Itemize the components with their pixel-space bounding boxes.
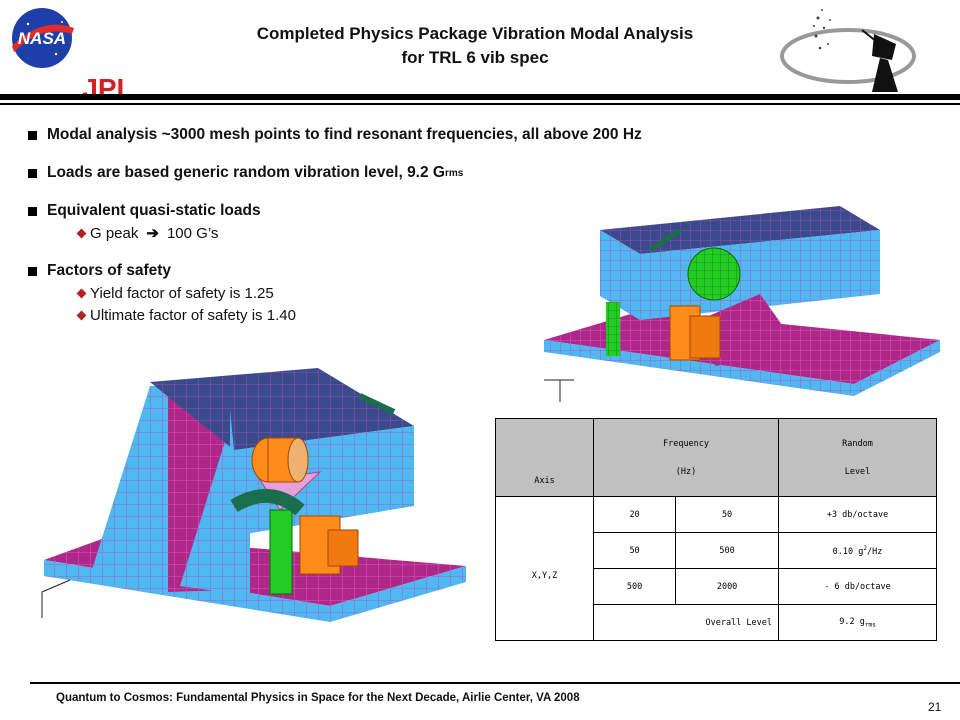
freq-from-cell: 50 [592, 532, 677, 569]
nasa-logo-text: NASA [18, 29, 66, 48]
bullet-item: Modal analysis ~3000 mesh points to find… [28, 124, 788, 146]
nasa-logo: NASA [6, 6, 78, 70]
space-graphic-logo [776, 0, 920, 96]
page-number: 21 [928, 700, 942, 714]
bullet-item: Equivalent quasi-static loads [28, 200, 788, 222]
freq-to-cell: 500 [675, 532, 779, 569]
right-arrow-icon: ➔ [146, 225, 159, 242]
header-rule-thin [0, 103, 960, 105]
diamond-bullet-icon [76, 310, 87, 320]
vibration-spec-table: Axis Frequency (Hz) Random Level X,Y,Z 2… [495, 418, 937, 641]
level-cell: - 6 db/octave [778, 568, 937, 605]
axis-cell: X,Y,Z [495, 496, 594, 641]
diamond-bullet-icon [76, 228, 87, 238]
title-line-1: Completed Physics Package Vibration Moda… [256, 24, 694, 43]
overall-value-cell: 9.2 grms [778, 604, 937, 641]
footer-text: Quantum to Cosmos: Fundamental Physics i… [56, 692, 580, 704]
title-line-2: for TRL 6 vib spec [401, 48, 549, 67]
header-rule-thick [0, 94, 960, 100]
freq-from-cell: 20 [592, 496, 677, 533]
sub-bullet-item: Yield factor of safety is 1.25 [76, 282, 788, 304]
fea-model-side-view [30, 360, 490, 628]
footer-rule [30, 682, 960, 684]
overall-label-cell: Overall Level [593, 604, 779, 641]
header-random-level: Random Level [778, 418, 937, 497]
diamond-bullet-icon [76, 288, 87, 298]
sub-bullet-item: G peak ➔ 100 G’s [76, 222, 788, 244]
square-bullet-icon [28, 130, 37, 140]
square-bullet-icon [28, 168, 37, 178]
sub-bullet-item: Ultimate factor of safety is 1.40 [76, 304, 788, 326]
freq-to-cell: 50 [675, 496, 779, 533]
page-title: Completed Physics Package Vibration Moda… [190, 22, 760, 70]
freq-to-cell: 2000 [675, 568, 779, 605]
bullet-item: Factors of safety [28, 260, 788, 282]
header-frequency: Frequency (Hz) [593, 418, 779, 497]
square-bullet-icon [28, 206, 37, 216]
bullet-list: Modal analysis ~3000 mesh points to find… [28, 124, 788, 326]
level-cell: 0.10 g2/Hz [778, 532, 937, 569]
freq-from-cell: 500 [592, 568, 677, 605]
fea-model-top-view [520, 190, 940, 405]
level-cell: +3 db/octave [778, 496, 937, 533]
square-bullet-icon [28, 266, 37, 276]
header-axis: Axis [495, 418, 594, 497]
bullet-item: Loads are based generic random vibration… [28, 162, 788, 184]
